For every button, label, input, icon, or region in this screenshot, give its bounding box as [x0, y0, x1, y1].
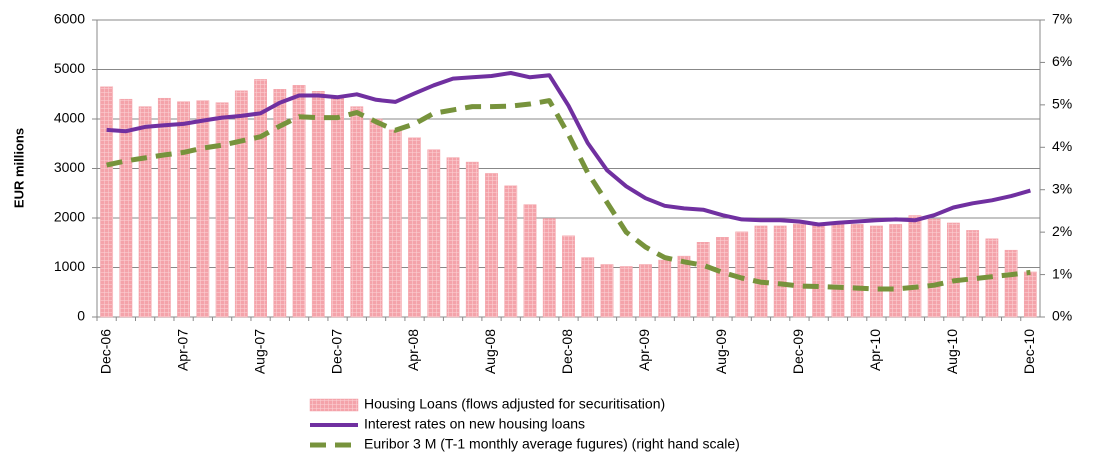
bar: [350, 106, 364, 318]
y2-tick-label: 6%: [1052, 53, 1072, 69]
y2-tick-label: 0%: [1052, 308, 1072, 324]
y-tick-label: 6000: [54, 11, 85, 27]
x-tick-label: Aug-07: [251, 329, 267, 374]
y2-tick-label: 5%: [1052, 96, 1072, 112]
bar: [658, 259, 672, 318]
legend-label: Housing Loans (flows adjusted for securi…: [364, 396, 665, 412]
bar: [369, 118, 383, 318]
bar: [523, 204, 537, 318]
y2-tick-label: 2%: [1052, 223, 1072, 239]
bar: [234, 90, 248, 318]
bar: [696, 242, 710, 318]
bar: [754, 225, 768, 318]
bar: [581, 257, 595, 318]
bar: [196, 100, 210, 318]
x-tick-label: Dec-08: [559, 329, 575, 374]
x-tick-label: Dec-09: [790, 329, 806, 374]
legend-label: Euribor 3 M (T-1 monthly average fugures…: [364, 436, 740, 452]
bar: [331, 96, 344, 318]
bar: [1023, 271, 1037, 318]
x-tick-label: Aug-08: [482, 329, 498, 374]
bar: [716, 237, 729, 318]
bar: [639, 264, 652, 318]
line: [106, 71, 1031, 227]
bar: [619, 266, 633, 318]
y-axis-label: EUR millions: [11, 128, 26, 208]
bar: [311, 91, 325, 318]
bar: [504, 185, 518, 318]
x-tick-label: Aug-09: [713, 329, 729, 374]
bar: [446, 157, 460, 318]
bar: [793, 223, 806, 318]
bar: [542, 218, 556, 318]
x-tick-label: Apr-07: [174, 329, 190, 371]
legend-swatch: [309, 398, 359, 412]
bar: [427, 149, 441, 318]
x-tick-label: Apr-09: [636, 329, 652, 371]
x-tick-label: Dec-07: [328, 329, 344, 374]
y2-tick-label: 3%: [1052, 180, 1072, 196]
bar: [138, 106, 152, 318]
bar: [292, 85, 306, 318]
bar: [100, 86, 114, 318]
bar: [946, 222, 960, 318]
line: [106, 98, 1031, 292]
bar: [908, 215, 922, 318]
y2-tick-label: 1%: [1052, 265, 1072, 281]
bar: [773, 225, 787, 318]
y2-tick-label: 7%: [1052, 11, 1072, 27]
y-tick-label: 1000: [54, 258, 85, 274]
bar: [408, 137, 421, 318]
bar: [927, 218, 941, 318]
bar: [157, 97, 171, 318]
bar: [215, 102, 229, 318]
bar: [812, 224, 826, 318]
x-tick-label: Apr-10: [867, 329, 883, 371]
bar: [273, 89, 287, 318]
x-tick-label: Apr-08: [405, 329, 421, 371]
bar: [177, 101, 191, 318]
bar: [119, 98, 133, 318]
bar: [485, 173, 498, 318]
bar: [465, 161, 479, 318]
x-tick-label: Aug-10: [944, 329, 960, 374]
y-tick-label: 5000: [54, 60, 85, 76]
y-tick-label: 3000: [54, 159, 85, 175]
legend-label: Interest rates on new housing loans: [364, 416, 585, 432]
y-tick-label: 2000: [54, 209, 85, 225]
y2-tick-label: 4%: [1052, 138, 1072, 154]
x-tick-label: Dec-06: [97, 329, 113, 374]
bar: [388, 129, 402, 318]
bar: [1004, 249, 1018, 318]
y-tick-label: 0: [77, 308, 85, 324]
bar: [966, 230, 980, 318]
bar: [850, 224, 864, 318]
bar: [562, 235, 575, 318]
x-tick-label: Dec-10: [1021, 329, 1037, 374]
bar: [831, 224, 845, 318]
bar: [889, 224, 903, 318]
bar: [600, 264, 614, 318]
y-tick-label: 4000: [54, 110, 85, 126]
bar: [870, 225, 883, 318]
bar: [677, 255, 691, 318]
